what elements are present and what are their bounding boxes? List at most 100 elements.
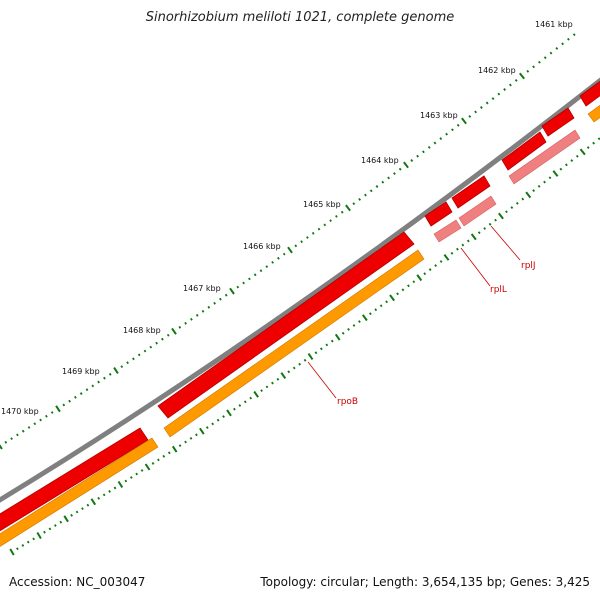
- rpob-gene-feature-segment-lower[interactable]: [0, 427, 149, 532]
- ruler-labels: 1461 kbp 1462 kbp 1463 kbp 1464 kbp 1465…: [1, 20, 573, 416]
- lower-tick-19: [113, 486, 117, 490]
- lower-tick-80: [443, 254, 450, 261]
- upper-tick-48: [277, 256, 280, 260]
- rpob-cds-feature[interactable]: [163, 249, 425, 438]
- gene-label-rplj[interactable]: rplJ: [521, 261, 536, 271]
- lower-tick-75: [416, 274, 423, 282]
- upstream-rna-feature[interactable]: [508, 129, 581, 185]
- ruler-label-1461: 1461 kbp: [535, 20, 573, 29]
- upper-tick-66: [381, 180, 385, 184]
- rplj-rna-feature[interactable]: [458, 195, 497, 227]
- lower-tick-98: [543, 180, 546, 184]
- upper-tick-28: [161, 337, 164, 341]
- upper-tick-56: [323, 223, 327, 227]
- upper-tick-98: [567, 37, 570, 41]
- upper-tick-53: [306, 236, 309, 239]
- lower-tick-10: [63, 515, 69, 523]
- lower-tick-52: [292, 366, 296, 370]
- lower-tick-30: [171, 445, 178, 453]
- upper-tick-11: [62, 403, 66, 407]
- lower-tick-54: [303, 358, 307, 362]
- lower-tick-45: [253, 390, 259, 398]
- upper-tick-63: [363, 193, 367, 197]
- lower-tick-23: [135, 472, 139, 476]
- lower-tick-83: [461, 243, 465, 247]
- cds-track: [0, 98, 600, 549]
- upper-tick-82: [474, 110, 477, 114]
- upper-tick-15: [85, 388, 89, 392]
- upper-tick-95: [549, 51, 553, 55]
- upper-tick-12: [68, 399, 71, 403]
- upstream-gene-feature-3[interactable]: [579, 74, 600, 107]
- lower-tick-101: [559, 167, 563, 171]
- lower-tick-12: [75, 510, 79, 514]
- upper-tick-65: [375, 185, 379, 188]
- rplj-gene-feature[interactable]: [451, 175, 491, 209]
- upstream-cds-feature[interactable]: [587, 98, 600, 123]
- upper-tick-14: [79, 392, 83, 395]
- lower-tick-68: [379, 304, 383, 308]
- upper-tick-32: [184, 321, 187, 325]
- lower-tick-44: [249, 396, 253, 400]
- upper-tick-3: [16, 433, 19, 437]
- lower-tick-94: [521, 197, 525, 201]
- lower-tick-97: [537, 184, 541, 188]
- lower-tick-15: [90, 498, 97, 506]
- map-title: Sinorhizobium meliloti 1021, complete ge…: [145, 10, 455, 25]
- upper-tick-0: [0, 444, 3, 450]
- lower-tick-63: [352, 324, 356, 327]
- upper-tick-96: [555, 47, 559, 50]
- lower-tick-89: [494, 218, 497, 222]
- ruler-label-1465: 1465 kbp: [303, 200, 341, 209]
- lower-tick-81: [450, 251, 454, 255]
- upper-tick-8: [45, 414, 48, 418]
- rpob-gene-feature[interactable]: [157, 231, 415, 419]
- ruler-label-1470: 1470 kbp: [1, 407, 39, 416]
- gene-label-rpob[interactable]: rpoB: [337, 397, 358, 407]
- lower-tick-48: [271, 381, 274, 385]
- upstream-gene-feature-2[interactable]: [541, 107, 575, 137]
- lower-tick-106: [586, 146, 590, 149]
- upper-tick-55: [317, 227, 321, 231]
- lower-tick-85: [470, 233, 477, 241]
- lower-tick-95: [525, 191, 532, 199]
- upper-tick-24: [137, 353, 141, 357]
- upstream-gene-feature-1[interactable]: [501, 131, 547, 171]
- lower-tick-32: [184, 440, 187, 444]
- gene-track: [0, 74, 600, 532]
- rpll-gene-feature[interactable]: [424, 201, 453, 227]
- lower-tick-70: [389, 294, 396, 302]
- lower-tick-104: [575, 154, 579, 158]
- lower-tick-28: [162, 454, 166, 458]
- upper-tick-87: [503, 88, 507, 91]
- upper-tick-59: [340, 210, 344, 214]
- lower-tick-6: [43, 530, 46, 534]
- lower-tick-27: [157, 458, 160, 462]
- upper-tick-80: [461, 117, 467, 125]
- ruler-label-1467: 1467 kbp: [183, 284, 221, 293]
- lower-tick-59: [330, 339, 334, 343]
- ruler-ticks-lower: [9, 137, 600, 556]
- lower-tick-8: [54, 524, 57, 527]
- lower-tick-96: [532, 189, 536, 193]
- lower-tick-66: [368, 312, 372, 316]
- rplj-leader-line: [490, 225, 521, 261]
- lower-tick-25: [144, 463, 151, 471]
- upper-tick-30: [171, 327, 177, 335]
- ruler-label-1468: 1468 kbp: [123, 326, 161, 335]
- upper-tick-40: [229, 287, 235, 295]
- lower-tick-62: [347, 327, 350, 331]
- upper-tick-1: [4, 440, 8, 444]
- upper-tick-90: [519, 72, 525, 80]
- upper-tick-94: [543, 56, 547, 60]
- rpll-rna-feature[interactable]: [433, 219, 462, 243]
- rna-track: [433, 129, 581, 243]
- upper-tick-84: [485, 101, 489, 105]
- gene-label-rpll[interactable]: rplL: [490, 285, 507, 295]
- upper-tick-42: [242, 281, 245, 285]
- rpob-cds-feature-segment-lower[interactable]: [0, 437, 159, 549]
- upper-tick-81: [468, 115, 472, 118]
- lower-tick-57: [319, 347, 323, 351]
- lower-tick-102: [565, 163, 568, 167]
